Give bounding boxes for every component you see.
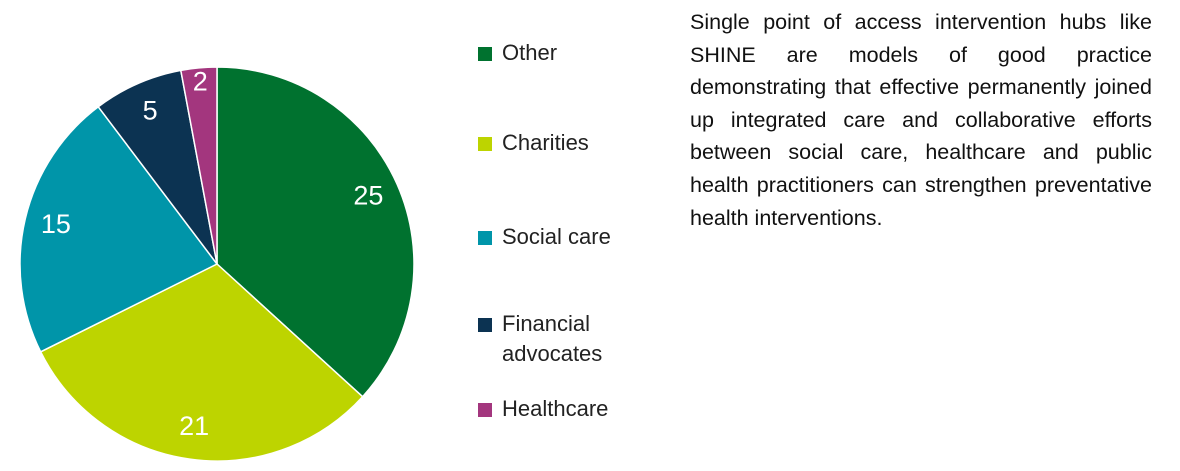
- legend-swatch: [478, 47, 492, 61]
- legend-label: Social care: [502, 224, 611, 249]
- description: Single point of access intervention hubs…: [690, 10, 1152, 230]
- legend-swatch: [478, 231, 492, 245]
- legend-item: Other: [478, 38, 658, 68]
- legend-label: Charities: [502, 130, 589, 155]
- legend-item: Healthcare: [478, 394, 658, 424]
- legend-label: Financial advocates: [502, 311, 603, 366]
- legend-label: Healthcare: [502, 396, 609, 421]
- legend-item: Social care: [478, 222, 658, 252]
- data-label: 25: [353, 180, 383, 210]
- data-label: 5: [143, 96, 158, 126]
- legend-swatch: [478, 318, 492, 332]
- legend-label: Other: [502, 40, 558, 65]
- legend-item: Charities: [478, 128, 658, 158]
- legend-swatch: [478, 403, 492, 417]
- data-label: 2: [193, 67, 208, 97]
- pie-chart: 25 21 15 5 2: [19, 66, 415, 462]
- pie-slice: [179, 66, 218, 265]
- pie-slice: [39, 263, 364, 462]
- data-label: 15: [41, 209, 71, 239]
- pie-slice: [19, 105, 219, 353]
- pie-slice: [216, 66, 415, 398]
- legend-item: Financial advocates: [478, 309, 658, 369]
- data-label: 21: [179, 411, 209, 441]
- legend-swatch: [478, 137, 492, 151]
